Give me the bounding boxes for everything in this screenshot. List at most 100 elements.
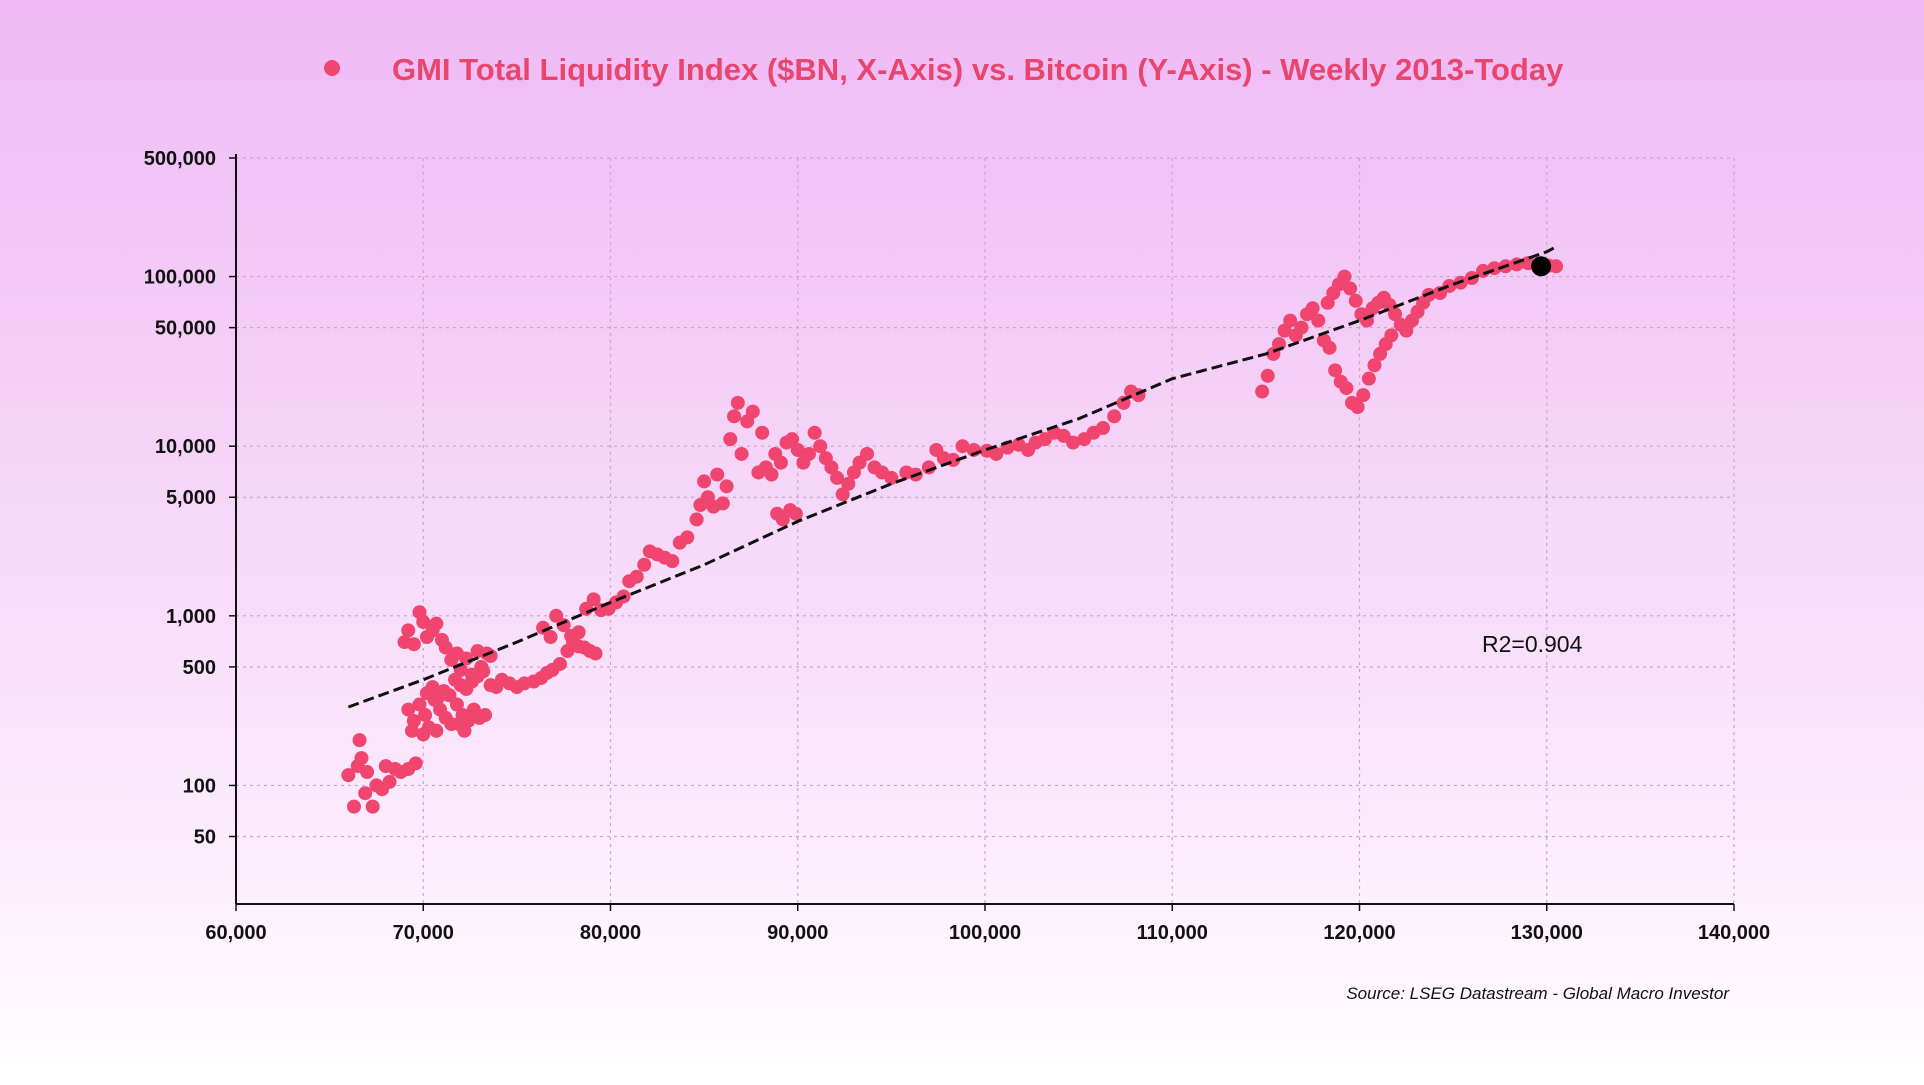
data-point: [989, 446, 1004, 461]
data-point: [1361, 371, 1376, 386]
data-point: [1343, 281, 1358, 296]
data-point: [860, 446, 875, 461]
data-points: [341, 256, 1564, 814]
data-point: [785, 432, 800, 447]
x-tick-label: 70,000: [393, 922, 454, 944]
data-point: [1367, 358, 1382, 373]
data-point: [412, 697, 427, 712]
data-point: [1348, 293, 1363, 308]
data-point: [1337, 269, 1352, 284]
data-point: [830, 470, 845, 485]
data-point: [429, 616, 444, 631]
data-point: [352, 733, 367, 748]
latest-point: [1531, 256, 1552, 277]
data-point: [697, 474, 712, 489]
x-tick-label: 110,000: [1137, 922, 1208, 944]
data-point: [476, 664, 491, 679]
data-point: [382, 774, 397, 789]
data-point: [637, 557, 652, 572]
data-point: [416, 614, 431, 629]
data-point: [955, 439, 970, 454]
legend-marker: [324, 60, 340, 76]
data-point: [1322, 340, 1337, 355]
data-point: [408, 756, 423, 771]
source-note: Source: LSEG Datastream - Global Macro I…: [1346, 984, 1730, 1003]
latest-point-group: [1531, 256, 1552, 277]
data-point: [478, 708, 493, 723]
y-tick-label: 50: [194, 826, 216, 848]
x-tick-label: 120,000: [1323, 922, 1395, 944]
data-point: [1328, 363, 1343, 378]
data-point: [665, 554, 680, 569]
data-point: [406, 637, 421, 652]
data-point: [1255, 384, 1270, 399]
trend-line: [347, 245, 1557, 709]
data-point: [921, 460, 936, 475]
data-point: [1283, 313, 1298, 328]
data-point: [354, 751, 369, 766]
data-point: [438, 640, 453, 655]
x-tick-label: 100,000: [949, 922, 1021, 944]
y-tick-label: 500: [183, 657, 216, 679]
data-point: [346, 799, 361, 814]
data-point: [1311, 313, 1326, 328]
data-point: [764, 467, 779, 482]
data-point: [442, 688, 457, 703]
data-point: [775, 512, 790, 527]
data-point: [1549, 259, 1564, 274]
data-point: [790, 442, 805, 457]
x-tick-label: 130,000: [1511, 922, 1583, 944]
data-point: [1476, 263, 1491, 278]
data-point: [549, 608, 564, 623]
y-tick-label: 10,000: [155, 436, 216, 458]
data-point: [457, 723, 472, 738]
y-tick-label: 500,000: [144, 148, 216, 170]
data-point: [365, 799, 380, 814]
data-point: [1066, 435, 1081, 450]
data-point: [1095, 421, 1110, 436]
data-point: [429, 723, 444, 738]
y-tick-label: 1,000: [166, 606, 216, 628]
data-point: [425, 680, 440, 695]
data-point: [807, 425, 822, 440]
data-point: [405, 723, 420, 738]
data-point: [773, 455, 788, 470]
data-point: [734, 446, 749, 461]
data-point: [1350, 400, 1365, 415]
data-point: [727, 409, 742, 424]
data-point: [680, 530, 695, 545]
data-point: [1442, 278, 1457, 293]
data-point: [552, 656, 567, 671]
data-point: [588, 646, 603, 661]
r2-annotation: R2=0.904: [1482, 631, 1583, 657]
data-point: [1384, 328, 1399, 343]
data-point: [745, 404, 760, 419]
data-point: [1388, 307, 1403, 322]
x-tick-label: 60,000: [205, 922, 266, 944]
data-point: [358, 786, 373, 801]
data-point: [586, 592, 601, 607]
data-point: [401, 623, 416, 638]
y-tick-label: 5,000: [166, 487, 216, 509]
data-point: [418, 708, 433, 723]
data-point: [571, 625, 586, 640]
data-point: [360, 765, 375, 780]
data-point: [416, 727, 431, 742]
chart-title: GMI Total Liquidity Index ($BN, X-Axis) …: [392, 52, 1564, 87]
data-point: [801, 446, 816, 461]
data-point: [841, 476, 856, 491]
data-point: [835, 487, 850, 502]
y-tick-label: 50,000: [155, 318, 216, 340]
data-point: [1356, 388, 1371, 403]
x-tick-label: 90,000: [767, 922, 828, 944]
data-point: [1107, 409, 1122, 424]
y-tick-label: 100,000: [144, 267, 216, 289]
data-point: [884, 470, 899, 485]
data-point: [543, 630, 558, 645]
x-axis-ticks: 60,000 70,000 80,000 90,000 100,000 110,000 12…: [205, 904, 1770, 944]
data-point: [813, 439, 828, 454]
data-point: [730, 395, 745, 410]
data-point: [824, 460, 839, 475]
